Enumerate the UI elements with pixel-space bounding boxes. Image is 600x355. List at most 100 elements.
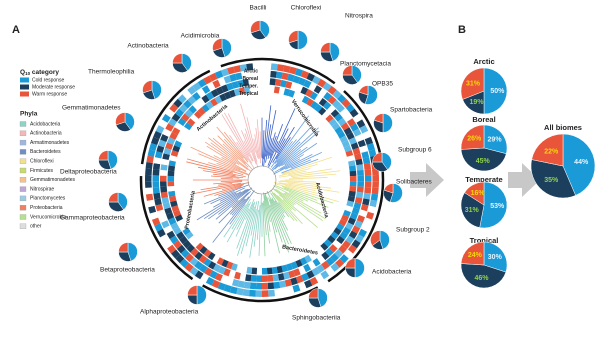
branch — [258, 194, 262, 256]
heatmap-cell — [246, 266, 253, 274]
heatmap-cell — [215, 86, 224, 95]
branch — [223, 138, 253, 170]
heatmap-cell — [234, 271, 241, 280]
branch — [196, 189, 247, 221]
heatmap-cell — [303, 79, 312, 89]
heatmap-cell — [357, 169, 364, 176]
heatmap-cell — [152, 169, 160, 176]
pie-slice — [212, 38, 223, 52]
heatmap-cell — [185, 253, 194, 263]
branch — [274, 141, 293, 164]
heatmap-cell — [167, 137, 176, 145]
branch — [264, 195, 271, 232]
heatmap-cell — [340, 108, 349, 118]
branch — [213, 191, 242, 208]
heatmap-cell — [217, 282, 226, 291]
branch — [203, 185, 243, 197]
branch — [221, 183, 244, 190]
branch — [218, 183, 233, 186]
heatmap-cell — [212, 79, 221, 89]
heatmap-cell — [329, 244, 338, 253]
heatmap-cell — [298, 266, 306, 275]
legend-swatch — [20, 91, 29, 97]
heatmap-cell — [309, 276, 319, 286]
heatmap-cell — [184, 122, 193, 131]
heatmap-cell — [362, 157, 371, 165]
heatmap-cell — [210, 89, 219, 98]
heatmap-cell — [168, 118, 177, 127]
heatmap-cell — [312, 75, 321, 85]
legend-label: Acidobacteria — [30, 121, 61, 127]
heatmap-cell — [173, 98, 183, 108]
heatmap-cell — [188, 235, 197, 244]
heatmap-cell — [144, 174, 152, 182]
heatmap-cell — [194, 270, 204, 280]
heatmap-cell — [173, 226, 182, 235]
branch — [266, 196, 278, 233]
legend-title: Q10 category — [20, 69, 59, 76]
branch — [265, 110, 277, 163]
branch — [292, 173, 337, 179]
branch — [273, 192, 303, 224]
heatmap-cell — [356, 119, 366, 129]
branch — [271, 197, 285, 219]
heatmap-cell — [228, 270, 236, 279]
heatmap-cell — [343, 113, 353, 122]
heatmap-cell — [145, 193, 154, 201]
heatmap-cell — [298, 77, 306, 86]
branch — [269, 135, 277, 156]
branch — [198, 166, 246, 178]
heatmap-cell — [176, 244, 186, 254]
heatmap-cell — [332, 240, 342, 249]
heatmap-cell — [342, 240, 351, 249]
heatmap-cell — [153, 130, 162, 140]
heatmap-cell — [237, 280, 245, 288]
legend-title-rest: category — [30, 69, 59, 76]
heatmap-cell — [338, 244, 348, 254]
heatmap-cell — [343, 249, 353, 259]
heatmap-cell — [290, 82, 298, 91]
heatmap-cell — [343, 127, 353, 136]
heatmap-cell — [187, 95, 197, 105]
branch — [213, 181, 242, 185]
heatmap-cell — [295, 275, 304, 284]
legend-label: Firmicutes — [30, 168, 54, 174]
branch — [245, 199, 255, 220]
heatmap-cell — [348, 165, 356, 172]
heatmap-cell — [173, 240, 182, 249]
branch — [236, 202, 251, 230]
legend-label: Planctomycetes — [30, 196, 66, 202]
heatmap-cell — [158, 119, 168, 129]
heatmap-cell — [245, 274, 252, 282]
heatmap-cell — [205, 101, 214, 110]
pie-slice — [127, 242, 138, 262]
branch — [273, 153, 313, 175]
heatmap-cell — [201, 104, 210, 113]
branch — [288, 170, 307, 176]
heatmap-cell — [352, 147, 361, 155]
heatmap-cell — [363, 192, 371, 200]
heatmap-cell — [327, 235, 336, 244]
heatmap-cell — [244, 86, 251, 94]
heatmap-cell — [355, 134, 364, 142]
branch — [278, 202, 290, 218]
heatmap-cell — [177, 117, 187, 127]
heatmap-cell — [343, 145, 352, 153]
heatmap-cell — [307, 261, 316, 270]
heatmap-cell — [169, 155, 178, 162]
pie-slice — [308, 288, 319, 299]
heatmap-cell — [270, 70, 277, 78]
branch — [263, 105, 272, 167]
heatmap-cell — [336, 104, 345, 113]
heatmap-cell — [278, 87, 286, 95]
heatmap-cell — [351, 225, 361, 234]
branch — [287, 182, 332, 189]
branch — [270, 189, 298, 222]
pie-slice — [187, 285, 198, 296]
branch — [216, 126, 244, 159]
heatmap-cell — [334, 113, 343, 122]
heatmap-cell — [276, 265, 283, 274]
branch — [290, 170, 341, 177]
pie-slice — [345, 258, 356, 269]
pie-slice — [382, 113, 393, 133]
